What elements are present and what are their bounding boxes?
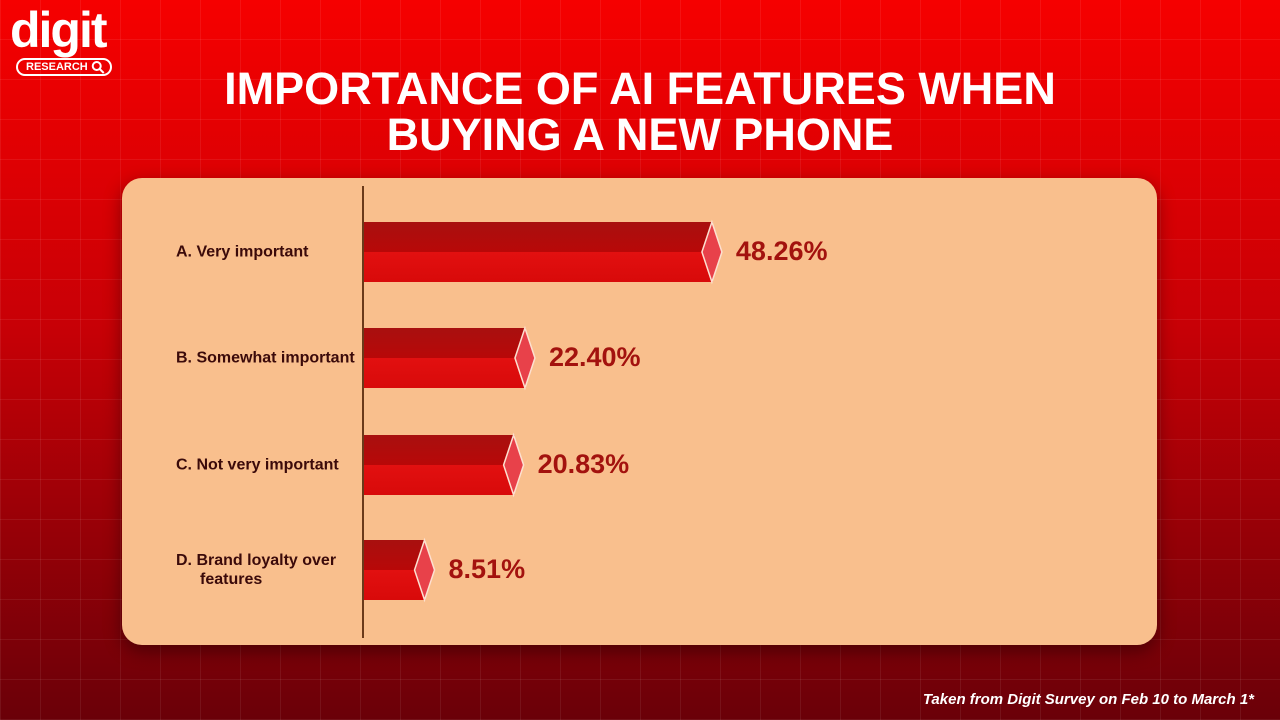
value-label: 20.83% <box>538 449 630 479</box>
value-label: 22.40% <box>549 342 641 372</box>
bar <box>364 328 526 388</box>
logo: digit RESEARCH <box>10 2 112 76</box>
bar-cap <box>701 219 723 285</box>
value-label: 8.51% <box>449 554 526 584</box>
bar-cap <box>413 537 436 603</box>
category-label: B. Somewhat important <box>176 349 355 367</box>
footnote: Taken from Digit Survey on Feb 10 to Mar… <box>922 691 1254 708</box>
bar-cap <box>514 325 536 391</box>
category-label: D. Brand loyalty over features <box>176 552 337 588</box>
value-label: 48.26% <box>736 236 828 266</box>
bar <box>364 435 515 495</box>
bar <box>364 222 713 282</box>
logo-icon <box>91 61 102 71</box>
logo-icon <box>99 68 105 74</box>
chart-title: IMPORTANCE OF AI FEATURES WHEN BUYING A … <box>224 63 1056 160</box>
logo-tag: RESEARCH <box>16 58 112 76</box>
bar-cap <box>502 432 525 498</box>
category-label: C. Not very important <box>176 456 339 474</box>
category-label: A. Very important <box>176 243 309 261</box>
logo-name: digit <box>10 2 108 58</box>
